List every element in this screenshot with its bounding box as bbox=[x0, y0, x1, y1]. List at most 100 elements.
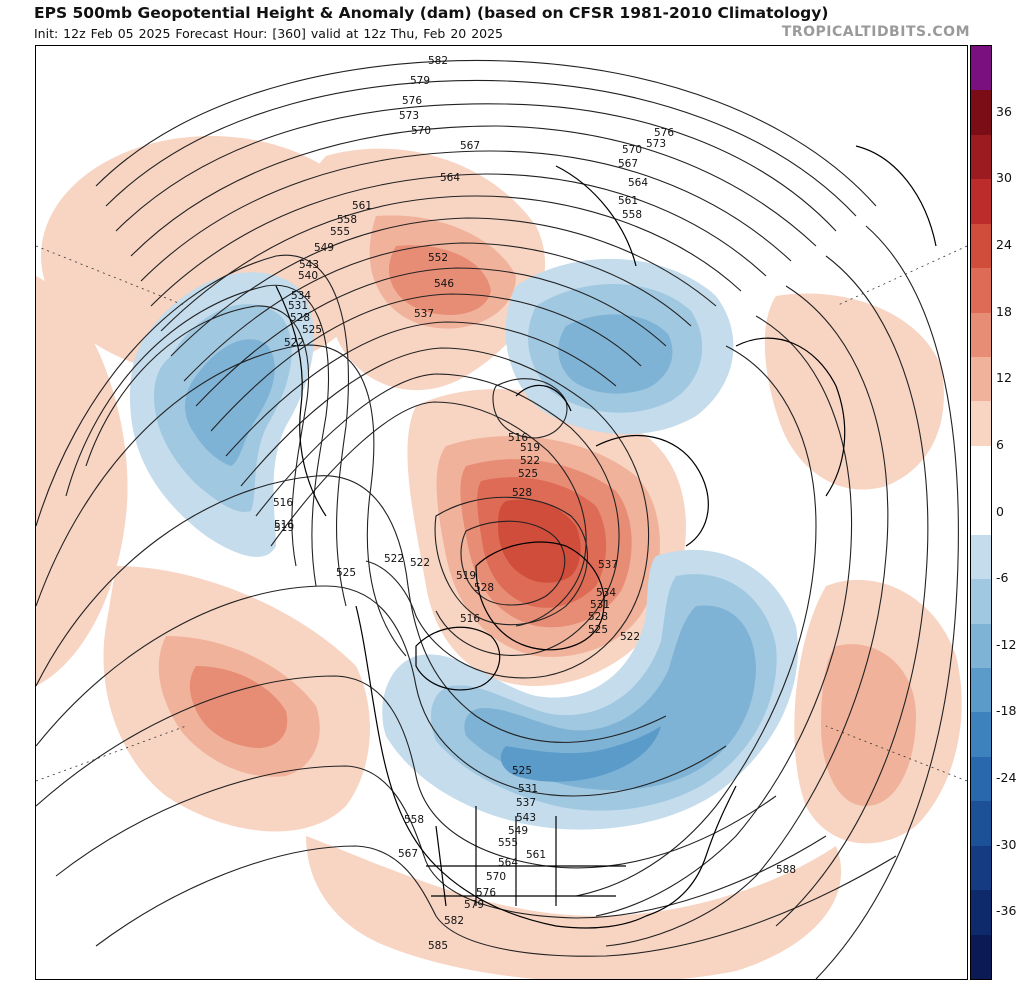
contour-label: 519 bbox=[274, 522, 294, 534]
contour-label: 525 bbox=[588, 624, 608, 636]
contour-label: 522 bbox=[410, 557, 430, 569]
contour-label: 522 bbox=[620, 631, 640, 643]
contour-label: 564 bbox=[498, 857, 518, 869]
contour-label: 525 bbox=[302, 324, 322, 336]
colorbar-segment bbox=[971, 579, 991, 625]
contour-label: 558 bbox=[404, 814, 424, 826]
colorbar-segment bbox=[971, 357, 991, 402]
contour-label: 564 bbox=[628, 177, 648, 189]
contour-label: 573 bbox=[646, 138, 666, 150]
contour-label: 528 bbox=[474, 582, 494, 594]
colorbar-segment bbox=[971, 801, 991, 847]
colorbar-tick-label: 30 bbox=[996, 170, 1012, 186]
contour-label: 516 bbox=[274, 519, 294, 531]
contour-label: 555 bbox=[498, 837, 518, 849]
contour-label: 558 bbox=[337, 214, 357, 226]
contour-label: 585 bbox=[428, 940, 448, 952]
colorbar-tick-label: 0 bbox=[996, 503, 1004, 519]
contour-label: 537 bbox=[598, 559, 618, 571]
contour-label: 516 bbox=[460, 613, 480, 625]
contour-label: 570 bbox=[486, 871, 506, 883]
contour-label: 549 bbox=[314, 242, 334, 254]
contour-label: 531 bbox=[590, 599, 610, 611]
contour-label: 516 bbox=[273, 497, 293, 509]
contour-label: 561 bbox=[618, 195, 638, 207]
colorbar-tick-label: 36 bbox=[996, 103, 1012, 119]
colorbar-segment bbox=[971, 401, 991, 447]
contour-label: 573 bbox=[399, 110, 419, 122]
contour-label: 579 bbox=[464, 899, 484, 911]
coastlines bbox=[275, 145, 937, 929]
anomaly-map: 582 579 576 573 570 567 564 561 558 555 … bbox=[36, 55, 967, 979]
contour-label: 531 bbox=[288, 300, 308, 312]
contour-label: 576 bbox=[654, 127, 674, 139]
colorbar-tick-label: -24 bbox=[996, 770, 1017, 786]
contour-label: 570 bbox=[411, 125, 431, 137]
contour-label: 582 bbox=[444, 915, 464, 927]
colorbar-tick-label: 6 bbox=[996, 436, 1004, 452]
contour-label: 516 bbox=[508, 432, 528, 444]
contour-label: 534 bbox=[596, 587, 616, 599]
colorbar-segment bbox=[971, 534, 991, 580]
contour-label: 537 bbox=[516, 797, 536, 809]
colorbar-segment bbox=[971, 179, 991, 225]
contour-label: 519 bbox=[520, 442, 540, 454]
contour-label: 543 bbox=[299, 259, 319, 271]
contour-label: 546 bbox=[434, 278, 454, 290]
colorbar-segment bbox=[971, 490, 991, 536]
contour-label: 525 bbox=[336, 567, 356, 579]
colorbar-segment bbox=[971, 712, 991, 758]
contour-label: 528 bbox=[512, 487, 532, 499]
contour-label: 531 bbox=[518, 783, 538, 795]
colorbar-tick-label: -12 bbox=[996, 636, 1017, 652]
colorbar-segment bbox=[971, 312, 991, 358]
colorbar-tick-label: -36 bbox=[996, 903, 1017, 919]
contour-label: 528 bbox=[290, 312, 310, 324]
site-brand[interactable]: TROPICALTIDBITS.COM bbox=[781, 24, 970, 40]
colorbar-tick-label: -6 bbox=[996, 570, 1009, 586]
contour-label: 564 bbox=[440, 172, 460, 184]
contour-label: 567 bbox=[398, 848, 418, 860]
colorbar-tick-label: -30 bbox=[996, 836, 1017, 852]
colorbar-segment bbox=[971, 46, 991, 91]
contour-label: 579 bbox=[410, 75, 430, 87]
contour-label: 570 bbox=[622, 144, 642, 156]
colorbar-tick-label: 18 bbox=[996, 303, 1012, 319]
colorbar-tick-label: 12 bbox=[996, 370, 1012, 386]
contour-label: 576 bbox=[402, 95, 422, 107]
contour-labels: 582 579 576 573 570 567 564 561 558 555 … bbox=[273, 55, 796, 952]
contour-label: 555 bbox=[330, 226, 350, 238]
graticule bbox=[36, 245, 967, 782]
map-panel: 582 579 576 573 570 567 564 561 558 555 … bbox=[35, 45, 968, 980]
colorbar-segment bbox=[971, 134, 991, 180]
contour-label: 567 bbox=[460, 140, 480, 152]
colorbar-segment bbox=[971, 445, 991, 491]
contour-label: 576 bbox=[476, 887, 496, 899]
contour-label: 537 bbox=[414, 308, 434, 320]
contour-label: 540 bbox=[298, 270, 318, 282]
colorbar-segment bbox=[971, 934, 991, 980]
contour-label: 567 bbox=[618, 158, 638, 170]
colorbar-tick-label: 24 bbox=[996, 236, 1012, 252]
contour-label: 519 bbox=[456, 570, 476, 582]
contour-label: 588 bbox=[776, 864, 796, 876]
contour-label: 561 bbox=[352, 200, 372, 212]
contour-label: 543 bbox=[516, 812, 536, 824]
contour-label: 522 bbox=[520, 455, 540, 467]
forecast-info: Init: 12z Feb 05 2025 Forecast Hour: [36… bbox=[34, 26, 504, 41]
contour-label: 522 bbox=[284, 337, 304, 349]
colorbar-segment bbox=[971, 845, 991, 891]
contour-label: 582 bbox=[428, 55, 448, 67]
colorbar-segment bbox=[971, 623, 991, 669]
positive-anomaly-shading bbox=[36, 136, 962, 979]
colorbar-segment bbox=[971, 268, 991, 314]
colorbar-segment bbox=[971, 223, 991, 269]
colorbar-segment bbox=[971, 890, 991, 936]
contour-label: 528 bbox=[588, 611, 608, 623]
anomaly-colorbar bbox=[970, 45, 992, 980]
contour-label: 558 bbox=[622, 209, 642, 221]
colorbar-tick-label: -18 bbox=[996, 703, 1017, 719]
contour-label: 525 bbox=[518, 468, 538, 480]
contour-label: 534 bbox=[291, 290, 311, 302]
contour-label: 525 bbox=[512, 765, 532, 777]
